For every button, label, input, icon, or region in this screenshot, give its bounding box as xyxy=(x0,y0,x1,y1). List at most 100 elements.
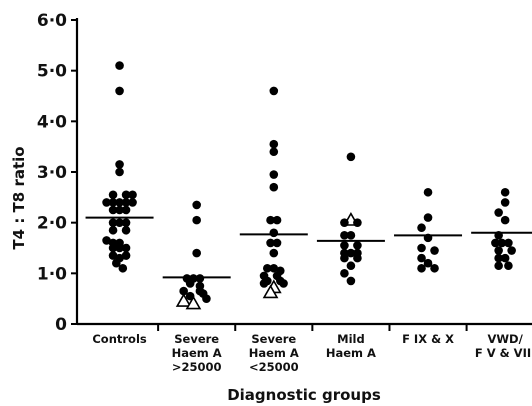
filled-circle-point xyxy=(269,263,279,273)
filled-circle-point xyxy=(115,218,124,227)
y-tick-label: 0 xyxy=(55,315,67,335)
open-triangle-point xyxy=(262,284,279,299)
filled-circle-point xyxy=(497,238,507,248)
filled-circle-point xyxy=(108,198,118,207)
filled-circle-point xyxy=(346,152,356,162)
filled-circle-point xyxy=(179,286,188,296)
filled-circle-point xyxy=(494,208,503,217)
y-axis-title: T4 : T8 ratio xyxy=(10,146,28,249)
filled-circle-point xyxy=(346,248,356,258)
category-label: <25000 xyxy=(249,360,299,374)
filled-circle-point xyxy=(494,253,503,263)
y-tick-label: 6·0 xyxy=(37,11,67,31)
category-label: F IX & X xyxy=(402,332,454,346)
filled-circle-point xyxy=(108,225,118,235)
filled-circle-point xyxy=(266,215,275,225)
filled-circle-point xyxy=(262,263,272,273)
filled-circle-point xyxy=(494,261,503,271)
filled-circle-point xyxy=(417,263,426,273)
filled-circle-point xyxy=(266,238,275,248)
filled-circle-point xyxy=(115,160,124,169)
filled-circle-point xyxy=(192,215,201,225)
filled-circle-point xyxy=(417,243,426,253)
filled-circle-point xyxy=(269,228,279,238)
filled-circle-point xyxy=(128,190,137,200)
filled-circle-point xyxy=(346,276,356,286)
filled-circle-point xyxy=(500,253,510,263)
filled-circle-point xyxy=(507,246,516,255)
filled-circle-point xyxy=(340,241,349,250)
category-label: Haem A xyxy=(172,346,222,360)
filled-circle-point xyxy=(353,253,362,263)
filled-circle-point xyxy=(430,246,439,255)
filled-circle-point xyxy=(423,258,433,268)
y-tick-label: 3·0 xyxy=(37,163,67,183)
filled-circle-point xyxy=(121,205,131,215)
category-label: Mild xyxy=(337,332,365,346)
filled-circle-point xyxy=(423,213,433,222)
filled-circle-point xyxy=(500,187,510,197)
data-points xyxy=(102,61,516,310)
filled-circle-point xyxy=(430,263,439,273)
filled-circle-point xyxy=(423,233,433,243)
filled-circle-point xyxy=(108,251,118,260)
filled-circle-point xyxy=(108,218,118,227)
category-label: Severe xyxy=(251,332,296,346)
filled-circle-point xyxy=(494,231,503,240)
filled-circle-point xyxy=(353,218,362,227)
axes xyxy=(75,18,532,326)
filled-circle-point xyxy=(121,225,131,235)
filled-circle-point xyxy=(340,253,349,263)
filled-circle-point xyxy=(118,263,128,273)
filled-circle-point xyxy=(346,231,356,240)
filled-circle-point xyxy=(279,279,288,288)
x-axis-title: Diagnostic groups xyxy=(227,386,381,404)
filled-circle-point xyxy=(102,236,111,245)
open-triangle-point xyxy=(185,295,202,310)
filled-circle-point xyxy=(353,241,362,250)
filled-circle-point xyxy=(115,61,124,70)
filled-circle-point xyxy=(340,218,349,227)
filled-circle-point xyxy=(269,86,279,96)
filled-circle-point xyxy=(269,139,279,149)
filled-circle-point xyxy=(340,269,349,278)
filled-circle-point xyxy=(185,279,195,288)
filled-circle-point xyxy=(269,170,279,179)
y-axis-ticks: 0 1·0 2·0 3·0 4·0 5·0 6·0 xyxy=(37,11,77,335)
filled-circle-point xyxy=(108,190,118,200)
category-label: Haem A xyxy=(326,346,376,360)
filled-circle-point xyxy=(494,246,503,255)
filled-circle-point xyxy=(269,248,279,258)
median-lines xyxy=(85,216,532,279)
open-triangle-point xyxy=(175,293,192,307)
filled-circle-point xyxy=(121,243,131,253)
filled-circle-point xyxy=(269,147,279,157)
filled-circle-point xyxy=(504,238,513,248)
filled-circle-point xyxy=(102,198,111,207)
filled-circle-point xyxy=(192,248,201,258)
category-separators xyxy=(157,324,468,331)
filled-circle-point xyxy=(121,190,131,200)
category-label: Haem A xyxy=(249,346,299,360)
category-label: Severe xyxy=(174,332,219,346)
filled-circle-point xyxy=(108,243,118,253)
category-label: VWD/ xyxy=(487,332,523,346)
y-tick-label: 2·0 xyxy=(37,214,67,234)
filled-circle-point xyxy=(112,258,121,268)
filled-circle-point xyxy=(128,198,137,207)
category-label: Controls xyxy=(92,332,147,346)
filled-circle-point xyxy=(259,279,269,288)
filled-circle-point xyxy=(115,86,124,96)
filled-circle-point xyxy=(192,200,201,210)
filled-circle-point xyxy=(269,182,279,192)
filled-circle-point xyxy=(272,215,282,225)
y-tick-label: 1·0 xyxy=(37,264,67,284)
filled-circle-point xyxy=(346,261,356,271)
filled-circle-point xyxy=(115,167,124,177)
filled-circle-point xyxy=(195,274,205,283)
y-tick-label: 4·0 xyxy=(37,112,67,132)
filled-circle-point xyxy=(121,251,131,260)
filled-circle-point xyxy=(115,198,124,207)
